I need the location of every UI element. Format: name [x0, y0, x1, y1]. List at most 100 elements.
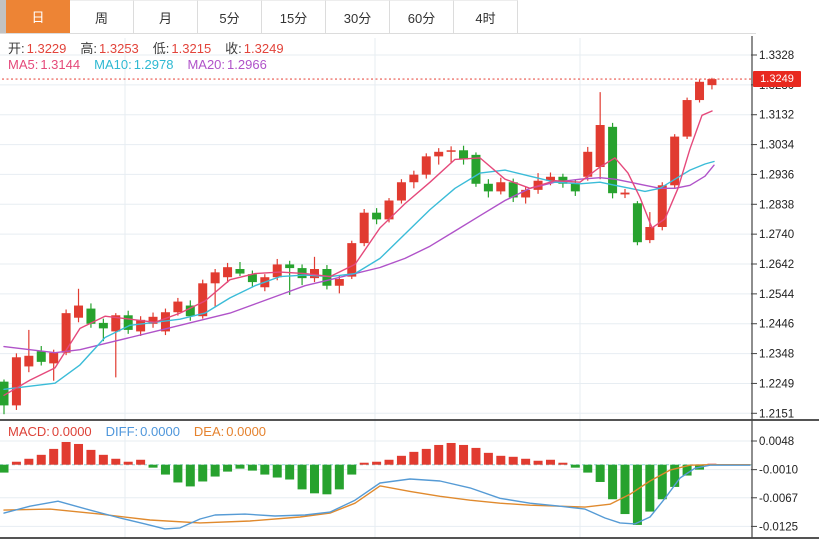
candle-body[interactable] [707, 79, 717, 86]
price-tick-label: 1.3132 [759, 110, 794, 122]
macd-bar [570, 464, 580, 468]
candle-body[interactable] [359, 212, 369, 244]
macd-bar [558, 462, 568, 465]
candle-body[interactable] [310, 269, 319, 279]
candle-body[interactable] [396, 182, 406, 201]
candle-body[interactable] [595, 125, 605, 168]
macd-bar [446, 442, 456, 465]
candle-body[interactable] [508, 182, 518, 198]
candle-body[interactable] [384, 200, 394, 220]
candle-body[interactable] [459, 150, 469, 160]
tab-period-5[interactable]: 30分 [326, 0, 390, 33]
candle-body[interactable] [421, 156, 431, 175]
candle-body[interactable] [74, 305, 84, 318]
candle-body[interactable] [185, 305, 195, 317]
tab-period-1[interactable]: 周 [70, 0, 134, 33]
macd-bar [223, 464, 233, 472]
candle-body[interactable] [11, 357, 21, 406]
ma-row-item-1: MA10: 1.2978 [94, 57, 174, 72]
candle-body[interactable] [111, 315, 121, 332]
ma10-line [3, 160, 715, 390]
tab-period-2[interactable]: 月 [134, 0, 198, 33]
candle-body[interactable] [657, 185, 667, 227]
candle-body[interactable] [483, 183, 493, 192]
candle-body[interactable] [645, 226, 655, 241]
candlestick-series[interactable] [0, 77, 717, 415]
macd-row-item-2: DEA: 0.0000 [193, 424, 267, 439]
macd-tick-label: -0.0010 [759, 465, 798, 477]
macd-bar [434, 444, 444, 465]
candle-body[interactable] [434, 151, 444, 157]
price-tick-label: 1.2446 [759, 319, 794, 331]
tab-period-0[interactable]: 日 [6, 0, 70, 33]
macd-bar [347, 464, 357, 475]
tab-period-7[interactable]: 4时 [454, 0, 518, 33]
price-tick-label: 1.2838 [759, 199, 794, 211]
ma-row-item-0: MA5: 1.3144 [8, 57, 81, 72]
macd-histogram [0, 441, 717, 525]
candle-body[interactable] [235, 269, 245, 274]
price-tick-label: 1.2348 [759, 349, 794, 361]
macd-bar [508, 456, 518, 465]
macd-bar [421, 448, 431, 465]
candle-body[interactable] [49, 352, 59, 364]
macd-bar [136, 459, 146, 465]
macd-bar [210, 464, 220, 477]
macd-bar [247, 464, 257, 471]
candle-body[interactable] [409, 174, 419, 183]
candle-body[interactable] [148, 316, 158, 324]
candle-body[interactable] [521, 189, 531, 198]
candle-body[interactable] [670, 136, 680, 186]
price-tick-label: 1.2936 [759, 169, 794, 181]
candle-body[interactable] [570, 183, 580, 192]
candle-body[interactable] [347, 243, 357, 277]
macd-bar [459, 444, 469, 465]
candle-body[interactable] [160, 312, 170, 332]
candle-body[interactable] [86, 308, 96, 324]
macd-bar [285, 464, 295, 480]
tab-period-4[interactable]: 15分 [262, 0, 326, 33]
candle-body[interactable] [247, 274, 257, 283]
candle-body[interactable] [173, 301, 183, 313]
candle-body[interactable] [272, 264, 282, 278]
macd-bar [583, 464, 593, 473]
tab-period-3[interactable]: 5分 [198, 0, 262, 33]
candle-body[interactable] [558, 176, 568, 184]
candle-body[interactable] [372, 212, 382, 220]
candle-body[interactable] [545, 176, 555, 181]
tab-period-6[interactable]: 60分 [390, 0, 454, 33]
candle-body[interactable] [695, 81, 705, 101]
price-tick-label: 1.3034 [759, 140, 795, 152]
candle-body[interactable] [334, 279, 344, 286]
ma20-line [3, 164, 715, 354]
candle-body[interactable] [98, 322, 108, 329]
macd-bar [657, 464, 667, 500]
candle-body[interactable] [36, 351, 46, 362]
candle-body[interactable] [0, 381, 9, 406]
candle-body[interactable] [24, 355, 34, 367]
candle-body[interactable] [682, 100, 692, 137]
candle-body[interactable] [471, 154, 481, 184]
candle-body[interactable] [496, 182, 506, 192]
macd-bar [545, 459, 555, 465]
candle-body[interactable] [285, 264, 295, 269]
price-axis-labels: 1.33281.32301.31321.30341.29361.28381.27… [751, 50, 798, 533]
candle-body[interactable] [446, 150, 456, 152]
macd-bar [483, 452, 493, 465]
candle-body[interactable] [198, 283, 208, 317]
macd-row-item-1: DIFF: 0.0000 [105, 424, 180, 439]
macd-bar [334, 464, 344, 490]
candle-body[interactable] [620, 192, 630, 195]
candle-body[interactable] [61, 313, 71, 353]
macd-bar [173, 464, 183, 483]
price-tick-label: 1.2740 [759, 229, 794, 241]
price-tick-label: 1.3328 [759, 50, 794, 62]
candle-body[interactable] [136, 319, 146, 332]
candle-body[interactable] [632, 203, 642, 243]
candle-body[interactable] [123, 315, 133, 330]
candle-body[interactable] [223, 267, 233, 278]
candle-body[interactable] [322, 269, 332, 286]
candle-body[interactable] [583, 151, 593, 177]
candle-body[interactable] [210, 272, 220, 284]
ma-readout: MA5: 1.3144 MA10: 1.2978 MA20: 1.2966 [8, 57, 281, 72]
